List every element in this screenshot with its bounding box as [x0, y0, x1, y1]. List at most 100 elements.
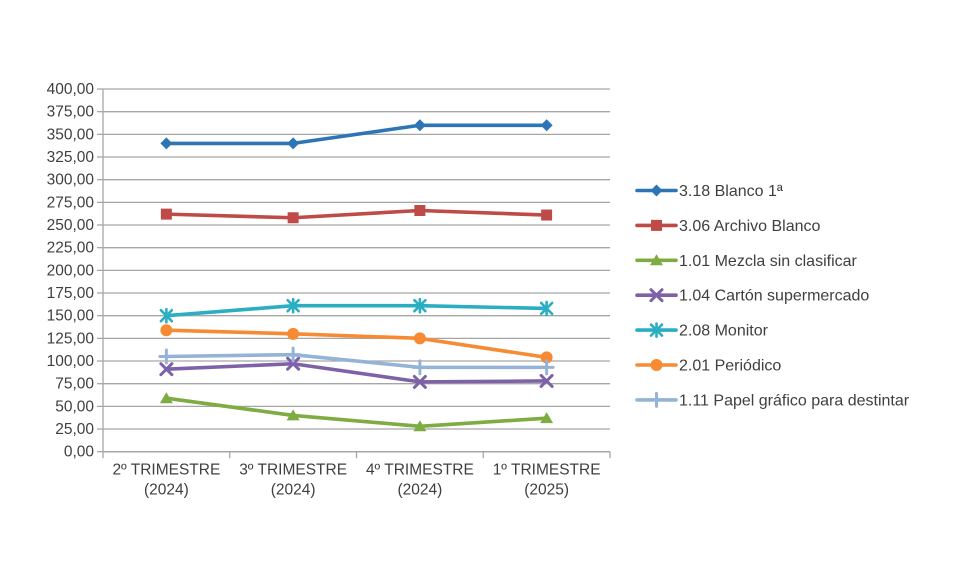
y-axis-label: 125,00: [47, 330, 95, 347]
legend-marker: [649, 288, 664, 303]
y-axis-label: 275,00: [47, 194, 95, 211]
diamond-shape: [650, 184, 663, 197]
triangle-shape: [159, 392, 173, 404]
legend: 3.18 Blanco 1ª 3.06 Archivo Blanco 1.01 Me…: [635, 183, 910, 409]
data-point-marker: [413, 297, 427, 314]
triangle-shape: [540, 412, 554, 424]
series-6: [160, 324, 553, 364]
y-axis-label: 200,00: [47, 262, 95, 279]
circle-shape: [413, 332, 426, 345]
square-shape: [287, 212, 299, 224]
legend-item: 1.01 Mezcla sin clasificar: [635, 253, 858, 270]
y-axis-label: 175,00: [47, 285, 95, 302]
data-point-marker: [287, 212, 299, 224]
legend-label: 1.11 Papel gráfico para destintar: [679, 392, 910, 409]
x-axis-label: 1º TRIMESTRE (2025): [493, 462, 601, 499]
data-point-marker: [540, 119, 553, 132]
legend-label: 2.01 Periódico: [679, 358, 781, 375]
legend-marker: [649, 322, 664, 338]
data-point-marker: [541, 209, 553, 221]
series-3: [159, 392, 554, 432]
asterisk-stroke: [649, 323, 664, 337]
circle-shape: [160, 324, 173, 337]
series-line: [164, 208, 549, 220]
data-point-marker: [411, 359, 428, 376]
x-axis-label: 2º TRIMESTRE (2024): [112, 462, 220, 499]
legend-label: 2.08 Monitor: [679, 323, 769, 340]
series-4: [159, 356, 554, 389]
y-axis-label: 75,00: [55, 376, 94, 393]
data-point-marker: [286, 409, 300, 421]
diamond-shape: [413, 119, 426, 132]
y-axis-label: 0,00: [64, 444, 95, 461]
series-line: [164, 328, 549, 360]
legend-marker: [650, 254, 663, 266]
diamond-shape: [160, 137, 173, 150]
legend-label: 3.18 Blanco 1ª: [679, 183, 783, 200]
y-axis-label: 100,00: [47, 353, 95, 370]
y-axis-label: 25,00: [55, 421, 94, 438]
data-point-marker: [413, 119, 426, 132]
data-point-marker: [414, 205, 426, 217]
y-axis-label: 300,00: [47, 172, 95, 189]
y-axis-label: 375,00: [47, 104, 95, 121]
data-point-marker: [160, 324, 173, 337]
diamond-shape: [287, 137, 300, 150]
square-shape: [651, 219, 662, 231]
data-point-marker: [160, 137, 173, 150]
circle-shape: [650, 359, 663, 371]
data-point-marker: [285, 346, 302, 363]
legend-item: 3.06 Archivo Blanco: [635, 218, 821, 235]
series-line: [164, 303, 549, 318]
legend-label: 1.01 Mezcla sin clasificar: [679, 253, 858, 270]
triangle-shape: [650, 254, 663, 266]
x-stroke: [159, 362, 174, 377]
data-point-marker: [287, 137, 300, 150]
series-line: [164, 123, 549, 146]
y-axis-label: 250,00: [47, 217, 95, 234]
data-point-marker: [413, 420, 427, 432]
legend-marker: [651, 219, 662, 231]
y-axis-label: 225,00: [47, 240, 95, 257]
data-point-marker: [413, 332, 426, 345]
legend-marker: [650, 359, 663, 371]
data-point-marker: [412, 374, 427, 389]
legend-item: 1.04 Cartón supermercado: [635, 288, 869, 305]
circle-shape: [540, 351, 553, 364]
y-axis-label: 400,00: [47, 81, 95, 98]
triangle-shape: [286, 409, 300, 421]
square-shape: [414, 205, 426, 217]
data-point-marker: [286, 356, 301, 371]
diamond-shape: [540, 119, 553, 132]
series-7: [158, 346, 555, 376]
series-5: [159, 297, 554, 324]
y-axis-label: 50,00: [55, 398, 94, 415]
x-axis-label: 3º TRIMESTRE (2024): [239, 462, 347, 499]
data-point-marker: [159, 392, 173, 404]
data-point-marker: [540, 351, 553, 364]
data-point-marker: [539, 373, 554, 388]
legend-marker: [650, 184, 663, 197]
square-shape: [541, 209, 553, 221]
data-point-marker: [286, 297, 300, 314]
series-line: [164, 352, 549, 370]
data-point-marker: [538, 359, 555, 376]
circle-shape: [287, 327, 300, 340]
series-line: [164, 396, 549, 429]
legend-item: 3.18 Blanco 1ª: [635, 183, 783, 200]
data-point-marker: [287, 327, 300, 340]
x-axis-label: 4º TRIMESTRE (2024): [366, 462, 474, 499]
triangle-shape: [413, 420, 427, 432]
legend-item: 2.01 Periódico: [635, 358, 781, 375]
square-shape: [160, 208, 172, 220]
y-axis-label: 350,00: [47, 126, 95, 143]
data-point-marker: [159, 307, 174, 324]
data-point-marker: [159, 362, 174, 377]
data-point-marker: [158, 348, 175, 365]
y-axis-label: 325,00: [47, 149, 95, 166]
asterisk-stroke: [539, 301, 554, 316]
asterisk-stroke: [286, 298, 300, 313]
